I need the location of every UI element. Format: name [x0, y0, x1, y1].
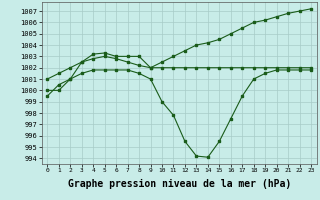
X-axis label: Graphe pression niveau de la mer (hPa): Graphe pression niveau de la mer (hPa) [68, 179, 291, 189]
